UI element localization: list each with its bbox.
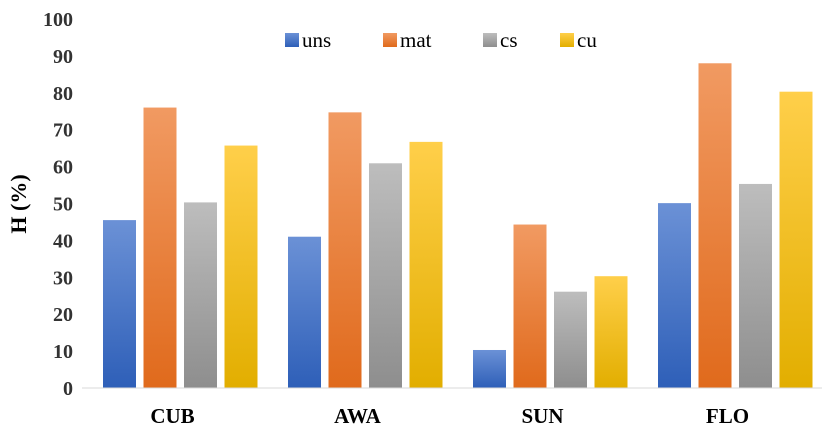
bar-cs-sun xyxy=(554,291,587,388)
y-tick-label: 40 xyxy=(53,230,73,252)
y-tick-label: 100 xyxy=(43,9,73,31)
bar-uns-sun xyxy=(473,349,506,388)
bar-mat-cub xyxy=(143,107,177,388)
bar-mat-awa xyxy=(328,112,362,389)
y-tick-label: 50 xyxy=(53,194,73,216)
bar-cu-flo xyxy=(779,91,813,389)
y-tick-label: 0 xyxy=(63,378,73,400)
y-tick-label: 70 xyxy=(53,120,73,142)
bar-mat-sun xyxy=(513,224,547,388)
bars-group xyxy=(103,63,813,389)
legend-item-cs: cs xyxy=(483,28,518,52)
y-tick-label: 60 xyxy=(53,157,73,179)
legend-item-uns: uns xyxy=(285,28,331,52)
legend-swatch xyxy=(560,33,574,47)
bar-cs-awa xyxy=(369,163,402,388)
x-category-label: CUB xyxy=(150,404,194,428)
legend-item-mat: mat xyxy=(383,28,432,52)
bar-cu-cub xyxy=(224,145,258,388)
legend-label: mat xyxy=(400,28,432,52)
bar-cs-flo xyxy=(739,183,772,388)
y-tick-label: 90 xyxy=(53,46,73,68)
legend-label: uns xyxy=(302,28,331,52)
bar-mat-flo xyxy=(698,63,732,388)
legend-label: cu xyxy=(577,28,597,52)
y-axis-ticks: 0 10 20 30 40 50 60 70 80 90 100 xyxy=(43,9,73,400)
x-category-label: AWA xyxy=(334,404,382,428)
legend-swatch xyxy=(483,33,497,47)
x-axis-category-labels: CUB AWA SUN FLO xyxy=(150,404,749,428)
legend-swatch xyxy=(383,33,397,47)
legend-label: cs xyxy=(500,28,518,52)
y-axis-title: H (%) xyxy=(6,174,31,233)
y-tick-label: 20 xyxy=(53,304,73,326)
bar-cu-sun xyxy=(594,276,628,388)
legend-swatch xyxy=(285,33,299,47)
x-category-label: FLO xyxy=(706,404,749,428)
bar-cs-cub xyxy=(184,202,217,388)
y-tick-label: 10 xyxy=(53,341,73,363)
legend-item-cu: cu xyxy=(560,28,597,52)
bar-uns-awa xyxy=(288,236,321,388)
bar-cu-awa xyxy=(409,141,443,388)
legend: uns mat cs cu xyxy=(285,28,597,52)
bar-uns-cub xyxy=(103,220,136,388)
x-category-label: SUN xyxy=(521,404,563,428)
y-tick-label: 80 xyxy=(53,83,73,105)
y-tick-label: 30 xyxy=(53,267,73,289)
bar-uns-flo xyxy=(658,203,691,388)
